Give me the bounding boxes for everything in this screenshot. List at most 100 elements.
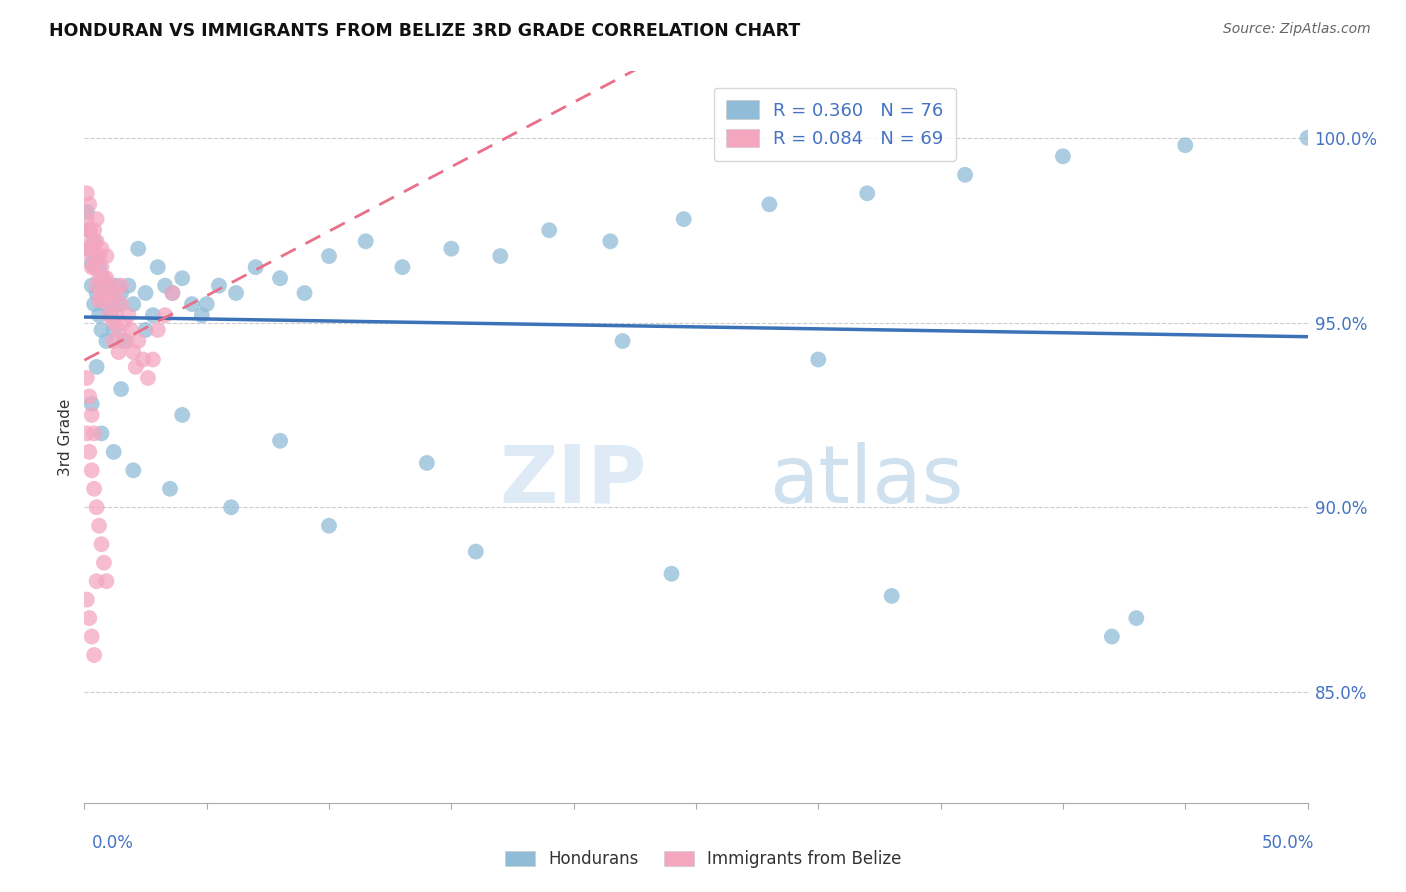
Point [112, 316, 135, 330]
Point [86, 359, 108, 374]
Point [612, 334, 634, 348]
Point [93, 271, 115, 285]
Point [80, 235, 103, 249]
Point [136, 371, 159, 385]
Point [86, 278, 108, 293]
Point [86, 235, 108, 249]
Point [195, 297, 218, 311]
Text: atlas: atlas [769, 442, 963, 520]
Point [354, 235, 377, 249]
Point [110, 297, 132, 311]
Point [77, 197, 100, 211]
Text: 0.0%: 0.0% [91, 834, 134, 852]
Point [146, 323, 169, 337]
Point [76, 186, 98, 201]
Point [77, 242, 100, 256]
Text: 50.0%: 50.0% [1263, 834, 1315, 852]
Legend: R = 0.360   N = 76, R = 0.084   N = 69: R = 0.360 N = 76, R = 0.084 N = 69 [714, 87, 956, 161]
Point [122, 297, 145, 311]
Point [807, 352, 830, 367]
Point [90, 537, 112, 551]
Point [100, 308, 122, 322]
Y-axis label: 3rd Grade: 3rd Grade [58, 399, 73, 475]
Point [122, 463, 145, 477]
Point [110, 382, 132, 396]
Point [117, 308, 139, 322]
Point [77, 611, 100, 625]
Point [191, 308, 214, 322]
Point [83, 648, 105, 662]
Legend: Hondurans, Immigrants from Belize: Hondurans, Immigrants from Belize [498, 844, 908, 875]
Point [80, 408, 103, 422]
Point [135, 285, 157, 300]
Point [100, 297, 122, 311]
Point [83, 223, 105, 237]
Point [105, 285, 128, 300]
Point [86, 500, 108, 515]
Point [96, 574, 118, 589]
Point [172, 408, 194, 422]
Point [80, 249, 103, 263]
Point [391, 260, 413, 274]
Point [127, 242, 149, 256]
Point [856, 186, 879, 201]
Point [87, 260, 110, 274]
Point [86, 249, 108, 263]
Point [103, 334, 125, 348]
Point [1052, 149, 1074, 163]
Point [90, 426, 112, 441]
Point [538, 223, 561, 237]
Point [80, 256, 103, 270]
Point [125, 359, 148, 374]
Point [77, 223, 100, 237]
Point [107, 297, 129, 311]
Point [318, 249, 340, 263]
Point [87, 293, 110, 308]
Point [464, 544, 486, 558]
Point [208, 278, 231, 293]
Point [120, 323, 142, 337]
Point [219, 500, 242, 515]
Point [87, 271, 110, 285]
Point [159, 482, 181, 496]
Point [440, 242, 463, 256]
Point [80, 278, 103, 293]
Point [83, 242, 105, 256]
Point [76, 212, 98, 227]
Point [103, 445, 125, 459]
Point [80, 260, 103, 274]
Point [181, 297, 204, 311]
Point [77, 223, 100, 237]
Point [76, 426, 98, 441]
Point [83, 482, 105, 496]
Point [146, 260, 169, 274]
Point [1296, 131, 1319, 145]
Point [117, 278, 139, 293]
Point [318, 518, 340, 533]
Point [105, 308, 128, 322]
Point [132, 352, 155, 367]
Point [269, 434, 291, 448]
Point [153, 278, 176, 293]
Point [76, 204, 98, 219]
Point [110, 285, 132, 300]
Point [661, 566, 683, 581]
Text: HONDURAN VS IMMIGRANTS FROM BELIZE 3RD GRADE CORRELATION CHART: HONDURAN VS IMMIGRANTS FROM BELIZE 3RD G… [49, 22, 800, 40]
Point [97, 285, 120, 300]
Point [80, 242, 103, 256]
Point [87, 308, 110, 322]
Point [107, 323, 129, 337]
Point [599, 235, 621, 249]
Point [172, 271, 194, 285]
Point [225, 285, 247, 300]
Point [110, 278, 132, 293]
Point [80, 397, 103, 411]
Point [90, 260, 112, 274]
Point [100, 278, 122, 293]
Point [83, 426, 105, 441]
Point [77, 223, 100, 237]
Point [87, 249, 110, 263]
Point [162, 285, 184, 300]
Point [87, 518, 110, 533]
Point [93, 556, 115, 570]
